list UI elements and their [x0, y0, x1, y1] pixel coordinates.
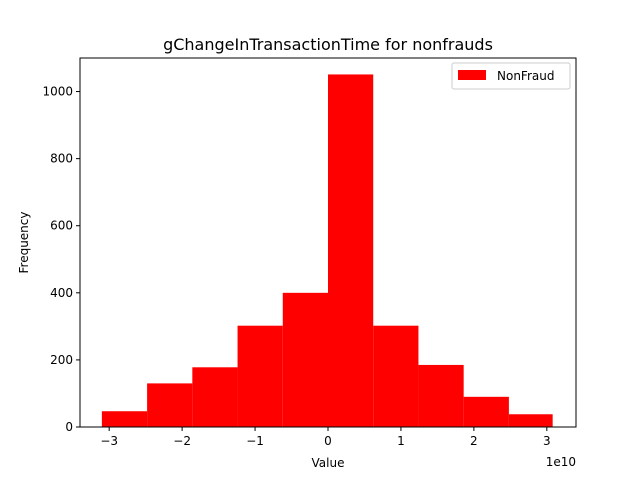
histogram-bar-8	[463, 396, 509, 427]
histogram-bar-7	[418, 364, 464, 427]
histogram-bar-1	[147, 383, 193, 427]
legend-frame	[451, 62, 571, 90]
legend-swatch-nonfraud	[458, 70, 486, 80]
x-axis-label: Value	[312, 456, 345, 470]
y-tick-label: 600	[50, 219, 73, 233]
histogram-bar-9	[508, 414, 553, 427]
y-tick-label: 400	[50, 286, 73, 300]
x-tick-label: −2	[173, 434, 191, 448]
y-tick-label: 0	[65, 420, 73, 434]
y-tick-label: 800	[50, 152, 73, 166]
histogram-bar-6	[373, 325, 419, 427]
histogram-bar-4	[282, 292, 328, 427]
x-tick-label: −1	[246, 434, 264, 448]
plot-area: −3 −2 −1 0 1 2 3 0 200 400 600 800 1000	[42, 57, 577, 448]
x-tick-label: 2	[470, 434, 478, 448]
y-axis-label: Frequency	[17, 212, 31, 274]
x-tick-label: −3	[100, 434, 118, 448]
histogram-bar-0	[101, 411, 148, 427]
histogram-bar-3	[237, 325, 283, 427]
x-tick-label: 0	[324, 434, 332, 448]
y-tick-label: 200	[50, 353, 73, 367]
legend-label-nonfraud: NonFraud	[497, 69, 554, 83]
x-tick-label: 1	[397, 434, 405, 448]
x-axis-offset-label: 1e10	[546, 455, 576, 469]
x-tick-label: 3	[543, 434, 551, 448]
legend: NonFraud	[451, 62, 571, 90]
y-tick-label: 1000	[42, 85, 73, 99]
histogram-bar-5	[328, 74, 374, 428]
chart-title: gChangeInTransactionTime for nonfrauds	[163, 35, 493, 54]
histogram-bar-2	[192, 367, 238, 427]
